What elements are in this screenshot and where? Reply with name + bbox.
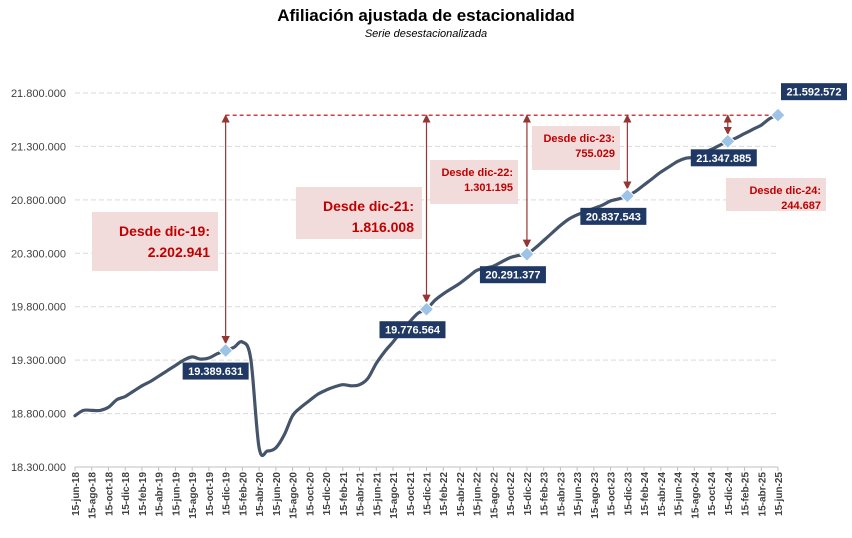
x-tick-label: 15-ago-19: [188, 472, 199, 519]
grid-layer: [75, 92, 778, 415]
x-tick-label: 15-jun-25: [774, 472, 785, 516]
x-tick-label: 15-oct-21: [406, 472, 417, 516]
x-tick-label: 15-jun-20: [272, 472, 283, 516]
x-tick-label: 15-feb-21: [339, 472, 350, 516]
x-tick-label: 15-dic-23: [623, 472, 634, 516]
y-tick-label: 18.300.000: [11, 462, 66, 474]
x-tick-label: 15-dic-18: [121, 472, 132, 516]
x-tick-label: 15-abr-21: [356, 472, 367, 517]
x-tick-label: 15-ago-21: [389, 472, 400, 519]
x-tick-label: 15-oct-18: [104, 472, 115, 516]
x-tick-label: 15-ago-18: [88, 472, 99, 519]
data-label-box: [479, 266, 546, 284]
data-label: 21.347.885: [696, 153, 751, 165]
x-tick-label: 15-feb-25: [741, 472, 752, 516]
chart-subtitle: Serie desestacionalizada: [364, 28, 488, 40]
data-marker: [418, 301, 435, 317]
chart-title: Afiliación ajustada de estacionalidad: [277, 6, 575, 25]
annotation-value: 1.816.008: [352, 219, 414, 235]
x-tick-label: 15-ago-23: [590, 472, 601, 519]
data-label-box: [781, 83, 847, 101]
data-label-box: [182, 362, 249, 380]
data-label: 21.592.572: [786, 87, 841, 99]
x-tick-label: 15-jun-24: [674, 472, 685, 516]
x-axis: 15-jun-18 15-ago-18 15-oct-18 15-dic-18 15-f…: [71, 466, 785, 519]
annotation-box: [430, 160, 518, 204]
x-tick-label: 15-oct-20: [305, 472, 316, 516]
markers-layer: 19.389.631 19.776.564 20.291.377 20.837.543…: [182, 83, 847, 380]
x-tick-label: 15-dic-22: [523, 472, 534, 516]
annotation-value: 1.301.195: [464, 182, 513, 194]
y-tick-label: 20.300.000: [11, 248, 66, 260]
y-tick-label: 19.800.000: [11, 302, 66, 314]
annotations-layer: Desde dic-19: 2.202.941 Desde dic-21: 1.816…: [92, 114, 826, 345]
x-tick-label: 15-abr-25: [757, 472, 768, 517]
data-label: 19.776.564: [385, 325, 441, 337]
data-label-box: [379, 321, 446, 339]
data-marker: [217, 342, 234, 359]
annotation-label: Desde dic-21:: [323, 198, 414, 214]
data-marker: [519, 246, 535, 262]
x-tick-label: 15-ago-20: [289, 472, 300, 519]
x-tick-label: 15-abr-22: [456, 472, 467, 517]
annotation-box: [726, 178, 826, 211]
x-tick-label: 15-abr-23: [556, 472, 567, 517]
y-tick-label: 18.800.000: [11, 409, 66, 421]
annotation-box: [92, 212, 218, 271]
x-tick-label: 15-feb-22: [439, 472, 450, 516]
x-tick-label: 15-abr-24: [657, 472, 668, 517]
annotation-box: [532, 126, 620, 170]
data-label: 20.837.543: [586, 211, 641, 223]
x-tick-label: 15-ago-22: [489, 472, 500, 519]
x-tick-label: 15-jun-18: [71, 472, 82, 516]
x-tick-label: 15-feb-24: [640, 472, 651, 516]
annotation-label: Desde dic-22:: [441, 167, 513, 179]
x-tick-label: 15-dic-20: [322, 472, 333, 516]
x-tick-label: 15-oct-19: [205, 472, 216, 516]
data-marker: [770, 107, 786, 123]
annotation-box: [296, 187, 422, 239]
y-axis: 18.300.000 18.800.000 19.300.000 19.800.000…: [11, 88, 66, 474]
x-tick-label: 15-abr-19: [155, 472, 166, 517]
x-tick-label: 15-dic-24: [724, 472, 735, 516]
annotation-label: Desde dic-23:: [543, 133, 615, 145]
x-tick-label: 15-oct-23: [607, 472, 618, 516]
data-marker: [619, 188, 636, 204]
y-tick-label: 21.300.000: [11, 141, 66, 153]
data-label: 19.389.631: [188, 366, 243, 378]
annotation-value: 244.687: [781, 200, 821, 212]
data-label-box: [580, 207, 647, 225]
y-tick-label: 21.800.000: [11, 88, 66, 100]
x-tick-label: 15-ago-24: [690, 472, 701, 519]
annotation-value: 755.029: [575, 148, 615, 160]
x-tick-label: 15-abr-20: [255, 472, 266, 517]
data-label-box: [690, 149, 757, 167]
x-tick-label: 15-jun-19: [171, 472, 182, 516]
x-tick-label: 15-oct-22: [506, 472, 517, 516]
x-tick-label: 15-feb-20: [238, 472, 249, 516]
x-tick-label: 15-jun-23: [573, 472, 584, 516]
annotation-value: 2.202.941: [148, 244, 210, 260]
x-tick-label: 15-oct-24: [707, 472, 718, 516]
y-tick-label: 20.800.000: [11, 195, 66, 207]
x-tick-label: 15-dic-21: [423, 472, 434, 516]
x-tick-label: 15-jun-22: [473, 472, 484, 516]
x-tick-label: 15-feb-23: [540, 472, 551, 516]
data-marker: [720, 133, 736, 150]
annotation-label: Desde dic-19:: [119, 223, 210, 239]
x-tick-label: 15-dic-19: [222, 472, 233, 516]
x-tick-label: 15-feb-19: [138, 472, 149, 516]
annotation-label: Desde dic-24:: [749, 185, 821, 197]
data-label: 20.291.377: [485, 270, 540, 282]
x-tick-label: 15-jun-21: [372, 472, 383, 516]
y-tick-label: 19.300.000: [11, 355, 66, 367]
